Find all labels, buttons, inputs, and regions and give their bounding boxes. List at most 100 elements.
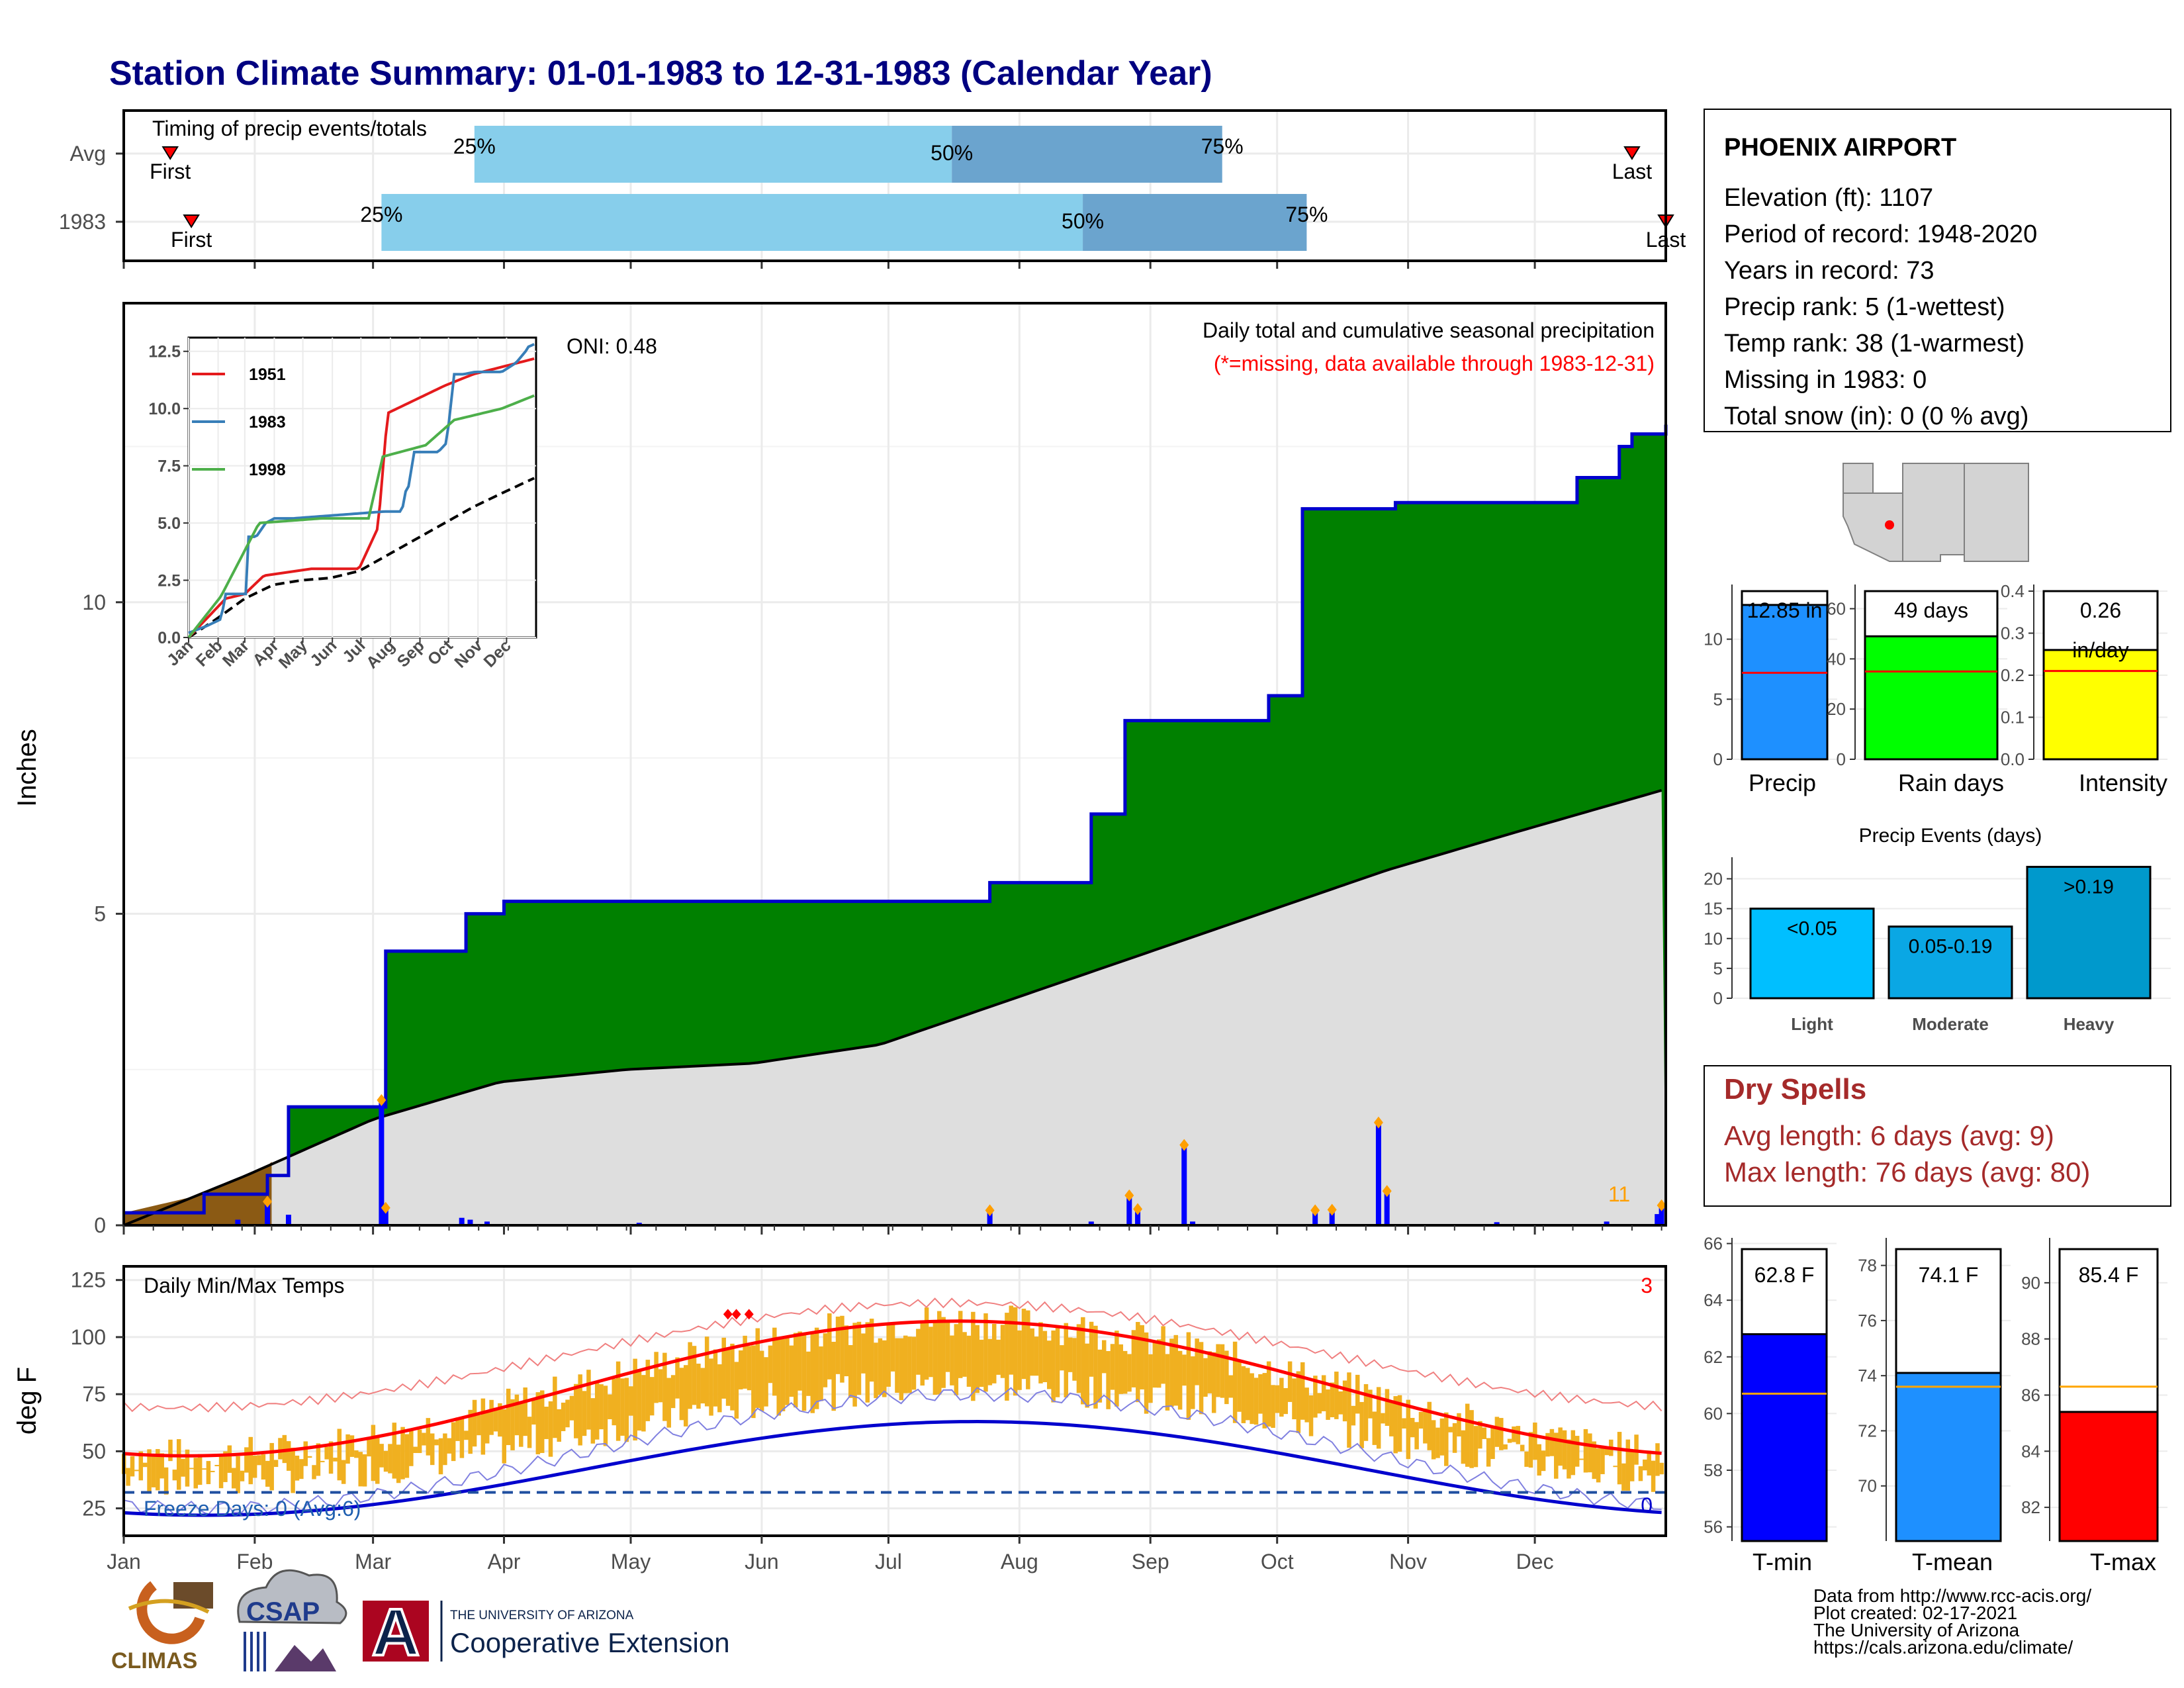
daily-precip-marker [1179, 1139, 1189, 1151]
daily-temp-bar [197, 1454, 203, 1485]
daily-temp-bar [751, 1345, 756, 1419]
daily-temp-bar [1520, 1444, 1525, 1452]
events-y-tick-label: 0 [1713, 988, 1723, 1008]
daily-temp-bar [759, 1350, 764, 1411]
daily-temp-bar [1528, 1432, 1533, 1468]
daily-temp-bar [265, 1460, 270, 1487]
inset-frame [187, 336, 537, 639]
daily-temp-bar [1355, 1374, 1360, 1414]
daily-temp-bar [147, 1449, 152, 1493]
daily-temp-bar [227, 1445, 232, 1473]
record-high-line [123, 1297, 1662, 1413]
daily-temp-bar [1655, 1443, 1660, 1476]
daily-temp-bar [1444, 1412, 1449, 1466]
daily-temp-bar [371, 1425, 376, 1481]
daily-temp-bar [1363, 1383, 1369, 1441]
daily-temp-bar [295, 1455, 300, 1481]
daily-temp-bar [1499, 1418, 1504, 1450]
daily-temp-bar [1013, 1307, 1018, 1396]
y-tick-label: 0 [94, 1213, 106, 1237]
daily-temp-bar [1389, 1402, 1394, 1436]
daily-temp-bar [937, 1311, 942, 1395]
inset-y-tick-label: 10.0 [148, 400, 181, 418]
daily-temp-bar [620, 1378, 625, 1436]
y-tick-label: 125 [71, 1268, 106, 1292]
daily-precip-marker [1657, 1199, 1666, 1211]
daily-temp-bar [797, 1331, 802, 1391]
daily-temp-bar [954, 1324, 959, 1395]
daily-temp-bar [755, 1328, 760, 1408]
y-tick-label: 5 [94, 902, 106, 925]
daily-temp-bar [1072, 1338, 1077, 1381]
precip-caption: Daily total and cumulative seasonal prec… [1203, 318, 1655, 342]
daily-temp-bar [1596, 1448, 1601, 1483]
daily-temp-bar [578, 1374, 582, 1446]
temp-summary-y-tick-label: 86 [2021, 1385, 2040, 1405]
daily-temp-bar [1177, 1350, 1183, 1410]
daily-temp-bar [776, 1336, 781, 1416]
summary-y-tick-label: 40 [1827, 649, 1846, 669]
daily-temp-bar [844, 1325, 849, 1377]
daily-temp-bar [831, 1341, 836, 1411]
daily-temp-bar [1152, 1341, 1158, 1388]
daily-temp-bar [1554, 1432, 1559, 1479]
daily-temp-bar [388, 1444, 392, 1474]
daily-temp-bar [810, 1334, 815, 1413]
daily-precip-bar [1126, 1195, 1132, 1225]
daily-temp-bar [569, 1395, 574, 1421]
inset-series-line [188, 343, 535, 634]
timing-label: Timing of precip events/totals [152, 117, 427, 140]
daily-temp-bar [721, 1337, 726, 1399]
inset-y-tick-label: 12.5 [148, 343, 181, 361]
temp-summary-category-label: T-min [1752, 1548, 1812, 1575]
timing-marker-first [183, 214, 200, 228]
dry-spells-box: Dry Spells Avg length: 6 days (avg: 9) M… [1704, 1065, 2171, 1207]
daily-temp-bar [214, 1464, 219, 1466]
daily-temp-bar [801, 1334, 807, 1411]
daily-temp-bar [1402, 1418, 1406, 1429]
climas-logo-text: CLIMAS [111, 1648, 197, 1673]
timing-row-year-label: 1983 [59, 210, 106, 234]
daily-temp-bar [641, 1375, 646, 1432]
daily-temp-bar [725, 1347, 731, 1406]
daily-temp-bar [768, 1345, 773, 1383]
inset-chart: 0.02.55.07.510.012.5JanFebMarAprMayJunJu… [148, 336, 537, 673]
daily-temp-bar [1144, 1332, 1149, 1414]
summary-y-tick-label: 0.1 [2001, 708, 2025, 727]
daily-temp-bar [1562, 1430, 1567, 1470]
events-y-tick-label: 15 [1704, 899, 1723, 919]
daily-temp-bar [747, 1346, 752, 1391]
temperature-summary-bars: 56 58 60 62 64 66 62.8 F T-min 70 72 74 76 78 74.1 F T… [1704, 1234, 2167, 1575]
month-label: Feb [236, 1550, 273, 1573]
daily-precip-bar [235, 1219, 241, 1225]
daily-temp-bar [1279, 1378, 1284, 1417]
daily-temp-bar [539, 1390, 545, 1453]
record-low-line [123, 1387, 1662, 1516]
dry-spells-title: Dry Spells [1724, 1073, 1866, 1105]
map-state-shapes [1843, 463, 2029, 562]
ua-cooperative-extension-logo: A THE UNIVERSITY OF ARIZONA Cooperative … [363, 1594, 730, 1671]
daily-temp-bar [1592, 1441, 1596, 1479]
station-line: Total snow (in): 0 (0 % avg) [1724, 402, 2028, 430]
daily-temp-bar [400, 1427, 405, 1479]
daily-temp-bar [257, 1455, 261, 1466]
summary-y-tick-label: 0.2 [2001, 665, 2025, 685]
daily-temp-bar [358, 1452, 363, 1487]
daily-temp-bar [307, 1456, 312, 1458]
daily-temp-bar [130, 1456, 135, 1477]
daily-precip-marker [1133, 1203, 1143, 1215]
daily-temp-bar [1574, 1436, 1580, 1467]
daily-temp-bar [1588, 1433, 1592, 1473]
y-tick-label: 50 [82, 1439, 106, 1463]
daily-precip-bar [1604, 1221, 1610, 1225]
summary-unit-label: in/day [2072, 638, 2128, 662]
cumulative-precip-line [124, 424, 1668, 1215]
summary-y-tick-label: 0 [1713, 749, 1723, 769]
daily-temp-bar [1287, 1361, 1293, 1402]
daily-temp-bar [709, 1358, 713, 1416]
daily-temp-bar [434, 1439, 439, 1446]
y-tick-label: 10 [82, 590, 106, 614]
daily-temp-bar [451, 1422, 456, 1462]
daily-temp-bar [333, 1458, 338, 1462]
events-bar [2026, 866, 2152, 1000]
